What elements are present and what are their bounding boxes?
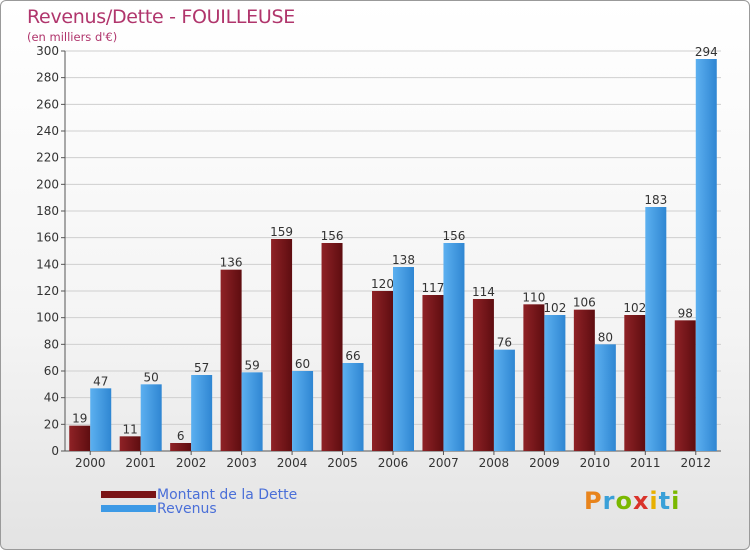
data-label-revenus: 57: [194, 361, 209, 375]
logo-letter: t: [658, 487, 672, 515]
bar-revenus: [645, 207, 667, 451]
x-tick-label: 2001: [125, 456, 156, 470]
data-label-revenus: 47: [93, 374, 108, 388]
data-label-dette: 106: [573, 296, 596, 310]
bar-dette: [523, 304, 545, 451]
data-label-dette: 19: [72, 412, 87, 426]
bar-dette: [674, 320, 696, 451]
x-tick-label: 2007: [428, 456, 459, 470]
x-tick-label: 2008: [479, 456, 510, 470]
legend-label-dette: Montant de la Dette: [157, 487, 298, 503]
x-tick-label: 2006: [378, 456, 409, 470]
x-tick-label: 2009: [529, 456, 560, 470]
bar-revenus: [90, 388, 112, 451]
y-tick-label: 120: [36, 284, 59, 298]
legend-label-revenus: Revenus: [157, 501, 217, 517]
bar-dette: [422, 295, 444, 451]
bar-revenus: [695, 59, 717, 451]
data-label-revenus: 156: [443, 229, 466, 243]
bar-revenus: [544, 315, 566, 451]
data-label-revenus: 50: [144, 370, 159, 384]
data-label-revenus: 294: [695, 45, 718, 59]
bar-dette: [220, 269, 242, 451]
x-tick-label: 2012: [680, 456, 711, 470]
bar-dette: [573, 309, 595, 451]
data-label-revenus: 59: [244, 358, 259, 372]
data-label-dette: 102: [623, 301, 646, 315]
y-tick-label: 180: [36, 204, 59, 218]
data-label-dette: 156: [321, 229, 344, 243]
bar-dette: [472, 299, 494, 451]
data-label-dette: 114: [472, 285, 495, 299]
y-tick-label: 280: [36, 71, 59, 85]
bar-revenus: [241, 372, 263, 451]
bar-revenus: [393, 267, 414, 451]
data-label-dette: 117: [422, 281, 445, 295]
y-tick-label: 240: [36, 124, 59, 138]
x-tick-label: 2004: [277, 456, 308, 470]
bar-dette: [321, 243, 343, 451]
proxiti-logo: Proxiti: [584, 487, 680, 515]
y-tick-label: 100: [36, 311, 59, 325]
data-label-dette: 110: [522, 290, 545, 304]
bar-dette: [69, 425, 91, 451]
data-label-revenus: 102: [543, 301, 566, 315]
bar-dette: [624, 315, 646, 451]
data-label-dette: 159: [270, 225, 293, 239]
data-label-revenus: 138: [392, 253, 415, 267]
data-label-revenus: 76: [497, 336, 512, 350]
data-label-dette: 6: [177, 429, 185, 443]
x-tick-label: 2003: [226, 456, 257, 470]
data-label-revenus: 80: [598, 330, 613, 344]
data-label-revenus: 183: [644, 193, 667, 207]
bar-dette: [372, 291, 393, 451]
x-tick-label: 2000: [75, 456, 106, 470]
bar-revenus: [594, 344, 616, 451]
y-tick-label: 260: [36, 97, 59, 111]
logo-letter: r: [602, 487, 616, 515]
y-tick-label: 220: [36, 151, 59, 165]
y-tick-label: 80: [44, 337, 59, 351]
y-tick-label: 300: [36, 44, 59, 58]
bar-revenus: [191, 375, 213, 451]
x-tick-label: 2011: [630, 456, 661, 470]
bar-revenus: [292, 371, 314, 451]
data-label-revenus: 60: [295, 357, 310, 371]
y-tick-label: 60: [44, 364, 59, 378]
data-label-revenus: 66: [345, 349, 360, 363]
chart-subtitle: (en milliers d'€): [27, 30, 118, 44]
bar-revenus: [140, 384, 162, 451]
logo-letter: i: [671, 487, 681, 515]
bar-revenus: [443, 243, 465, 451]
data-label-dette: 120: [371, 277, 394, 291]
bar-revenus: [493, 349, 515, 451]
data-label-dette: 11: [123, 422, 138, 436]
data-label-dette: 98: [678, 306, 693, 320]
y-tick-label: 160: [36, 231, 59, 245]
bar-dette: [271, 239, 293, 451]
logo-letter: i: [649, 487, 659, 515]
legend-swatch-dette: [101, 491, 156, 498]
x-tick-label: 2002: [176, 456, 207, 470]
y-tick-label: 20: [44, 417, 59, 431]
bar-dette: [170, 443, 192, 451]
logo-letter: o: [615, 487, 633, 515]
y-tick-label: 200: [36, 177, 59, 191]
bar-revenus: [342, 363, 364, 451]
y-tick-label: 140: [36, 257, 59, 271]
logo-letter: P: [584, 487, 603, 515]
logo-letter: x: [632, 487, 650, 515]
x-tick-label: 2005: [327, 456, 358, 470]
y-tick-label: 40: [44, 391, 59, 405]
chart-title: Revenus/Dette - FOUILLEUSE: [27, 6, 295, 28]
x-tick-label: 2010: [580, 456, 611, 470]
legend-swatch-revenus: [101, 505, 156, 512]
data-label-dette: 136: [220, 256, 243, 270]
y-tick-label: 0: [51, 444, 59, 458]
bar-dette: [119, 436, 141, 451]
